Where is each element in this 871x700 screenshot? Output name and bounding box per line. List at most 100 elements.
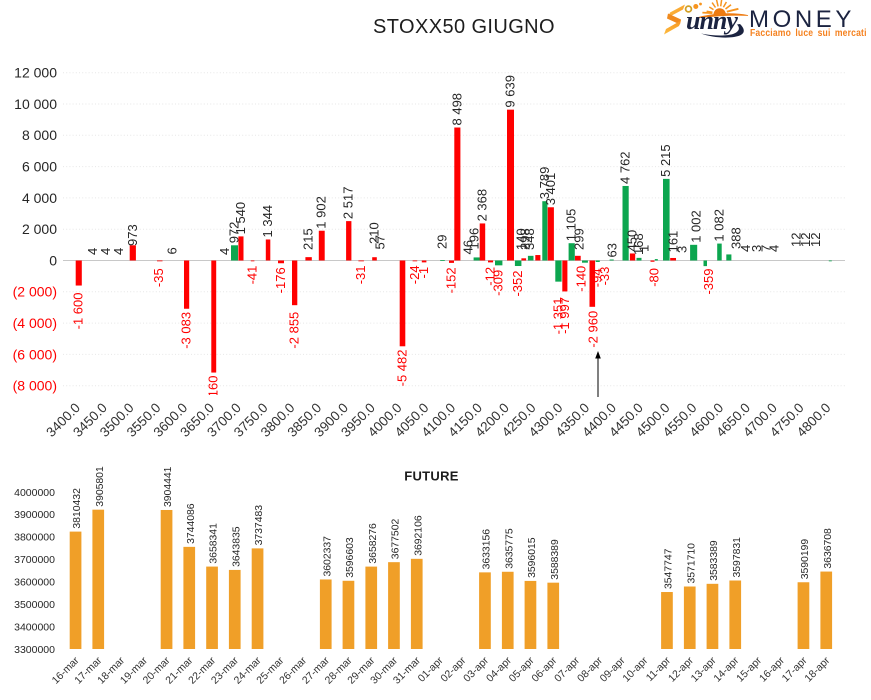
svg-text:-12: -12 [483, 267, 498, 286]
svg-text:1: 1 [637, 245, 652, 252]
svg-text:215: 215 [301, 228, 316, 250]
svg-text:1 082: 1 082 [711, 209, 726, 242]
svg-text:1 105: 1 105 [564, 209, 579, 242]
svg-text:2 000: 2 000 [22, 221, 57, 237]
svg-text:6: 6 [165, 247, 180, 254]
svg-text:3596603: 3596603 [345, 537, 356, 578]
svg-text:3547747: 3547747 [664, 548, 675, 589]
svg-text:12: 12 [798, 233, 813, 247]
svg-text:9 639: 9 639 [503, 75, 518, 108]
svg-text:3900000: 3900000 [14, 509, 55, 521]
svg-text:4: 4 [738, 245, 753, 252]
svg-text:46: 46 [461, 240, 476, 254]
svg-text:3905801: 3905801 [95, 466, 106, 507]
svg-text:-41: -41 [245, 266, 260, 285]
svg-text:1 902: 1 902 [314, 196, 329, 229]
svg-text:-309: -309 [491, 270, 506, 296]
svg-text:5 215: 5 215 [658, 144, 673, 177]
svg-text:2 517: 2 517 [341, 187, 356, 220]
svg-text:3596015: 3596015 [527, 537, 538, 578]
svg-text:12: 12 [788, 233, 803, 247]
svg-text:0: 0 [49, 252, 57, 268]
svg-text:-3 083: -3 083 [179, 312, 194, 349]
svg-text:10-apr: 10-apr [620, 654, 650, 684]
svg-text:(4 000): (4 000) [13, 315, 57, 331]
svg-text:3658341: 3658341 [209, 523, 220, 564]
svg-text:-1: -1 [416, 267, 431, 279]
svg-text:4: 4 [111, 248, 126, 255]
svg-text:-5 482: -5 482 [395, 350, 410, 387]
svg-text:4: 4 [85, 248, 100, 255]
svg-text:4: 4 [217, 248, 232, 255]
svg-text:4 000: 4 000 [22, 190, 57, 206]
svg-text:MONEY: MONEY [749, 6, 855, 33]
svg-text:3904441: 3904441 [163, 466, 174, 507]
svg-text:210: 210 [367, 222, 382, 244]
svg-text:7: 7 [759, 245, 774, 252]
svg-text:4 762: 4 762 [618, 151, 633, 184]
svg-text:3692106: 3692106 [413, 515, 424, 556]
svg-text:-152: -152 [444, 267, 459, 293]
svg-text:3590199: 3590199 [800, 539, 811, 580]
svg-text:161: 161 [666, 231, 681, 253]
svg-text:1 002: 1 002 [689, 210, 704, 243]
svg-text:3636708: 3636708 [823, 528, 834, 569]
svg-text:3643835: 3643835 [231, 526, 242, 567]
svg-text:63: 63 [605, 243, 620, 257]
svg-text:299: 299 [572, 228, 587, 250]
svg-text:-7 160: -7 160 [206, 376, 221, 413]
svg-text:298: 298 [518, 228, 533, 250]
svg-text:3700000: 3700000 [14, 554, 55, 566]
svg-text:-80: -80 [646, 268, 661, 287]
svg-text:29: 29 [435, 235, 450, 249]
svg-text:-359: -359 [701, 269, 716, 295]
svg-text:3810432: 3810432 [72, 488, 83, 529]
svg-text:-1 600: -1 600 [71, 293, 86, 330]
svg-text:-24: -24 [407, 265, 422, 284]
svg-text:-352: -352 [510, 271, 525, 297]
svg-text:388: 388 [729, 227, 744, 249]
svg-text:3737483: 3737483 [254, 505, 265, 546]
svg-text:-1 351: -1 351 [550, 298, 565, 335]
svg-text:-35: -35 [151, 268, 166, 287]
svg-text:unny: unny [686, 6, 738, 35]
svg-text:3658276: 3658276 [368, 523, 379, 564]
svg-text:6 000: 6 000 [22, 159, 57, 175]
svg-text:168: 168 [631, 233, 646, 255]
svg-text:3597831: 3597831 [732, 537, 743, 578]
svg-text:2 368: 2 368 [474, 189, 489, 222]
svg-text:4: 4 [98, 248, 113, 255]
svg-text:-1 997: -1 997 [557, 297, 572, 334]
svg-text:3800000: 3800000 [14, 532, 55, 544]
svg-text:3: 3 [675, 246, 690, 253]
svg-text:3: 3 [749, 245, 764, 252]
svg-text:140: 140 [514, 228, 529, 250]
svg-text:3583389: 3583389 [709, 540, 720, 581]
svg-text:FUTURE: FUTURE [404, 469, 459, 484]
svg-text:1 344: 1 344 [260, 205, 275, 238]
svg-text:(2 000): (2 000) [13, 284, 57, 300]
svg-text:-33: -33 [597, 267, 612, 286]
svg-text:57: 57 [373, 235, 388, 249]
svg-text:3 401: 3 401 [543, 173, 558, 206]
svg-text:3677502: 3677502 [391, 519, 402, 560]
svg-text:12: 12 [808, 233, 823, 247]
svg-text:3602337: 3602337 [322, 536, 333, 577]
svg-text:-2 855: -2 855 [287, 312, 302, 349]
svg-text:3744086: 3744086 [186, 503, 197, 544]
svg-text:3400000: 3400000 [14, 622, 55, 634]
svg-text:10 000: 10 000 [14, 96, 57, 112]
svg-text:8 000: 8 000 [22, 127, 57, 143]
svg-text:STOXX50 GIUGNO: STOXX50 GIUGNO [373, 16, 555, 38]
svg-text:(6 000): (6 000) [13, 346, 57, 362]
svg-text:(8 000): (8 000) [13, 378, 57, 394]
svg-text:12 000: 12 000 [14, 65, 57, 81]
svg-text:348: 348 [522, 228, 537, 250]
svg-text:3588389: 3588389 [550, 539, 561, 580]
svg-text:196: 196 [467, 228, 482, 250]
svg-text:3 789: 3 789 [537, 167, 552, 200]
svg-text:18-apr: 18-apr [802, 654, 832, 684]
svg-text:-31: -31 [353, 266, 368, 285]
svg-text:Facciamo luce sui mercati: Facciamo luce sui mercati [750, 27, 867, 39]
svg-text:3300000: 3300000 [14, 644, 55, 656]
